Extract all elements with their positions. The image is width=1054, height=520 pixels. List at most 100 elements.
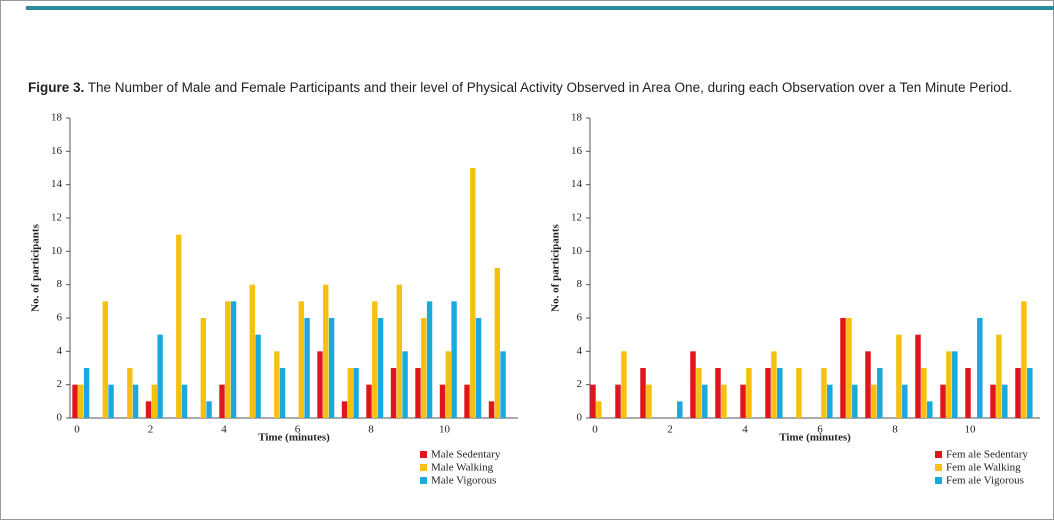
legend-swatch	[420, 477, 427, 484]
legend-label: Male Vigorous	[431, 475, 496, 487]
bar	[771, 351, 777, 418]
bar	[145, 401, 152, 418]
bar	[640, 368, 646, 418]
bar	[279, 368, 286, 418]
bar	[445, 351, 451, 418]
legend-swatch	[420, 451, 427, 458]
y-tick-label: 6	[577, 312, 583, 324]
bar	[871, 384, 877, 418]
bar	[702, 384, 708, 418]
legend-swatch	[420, 464, 427, 471]
bar	[715, 368, 721, 418]
bar	[304, 318, 310, 418]
y-tick-label: 2	[57, 378, 63, 390]
bar	[996, 334, 1002, 418]
bar	[415, 368, 421, 418]
bar	[877, 368, 883, 418]
legend-label: Fem ale Vigorous	[946, 475, 1024, 487]
x-tick-label: 4	[221, 424, 227, 436]
bar	[402, 351, 408, 418]
bar	[952, 351, 958, 418]
y-tick-label: 4	[57, 345, 63, 357]
bar	[852, 384, 858, 418]
bar	[494, 268, 500, 418]
bar	[475, 318, 482, 418]
y-tick-label: 12	[571, 212, 582, 224]
bar	[615, 384, 621, 418]
bar	[390, 368, 397, 418]
bar	[990, 384, 996, 418]
bar	[677, 401, 683, 418]
y-tick-label: 2	[577, 378, 583, 390]
bar	[396, 284, 402, 418]
x-tick-label: 2	[148, 424, 154, 436]
x-tick-label: 10	[439, 424, 451, 436]
y-tick-label: 16	[51, 145, 63, 157]
bar	[746, 368, 752, 418]
bar	[439, 384, 446, 418]
bar	[500, 351, 506, 418]
y-tick-label: 10	[51, 245, 63, 257]
bar	[421, 318, 427, 418]
y-axis-title: No. of participants	[550, 223, 562, 311]
y-tick-label: 6	[57, 312, 63, 324]
bar	[1021, 301, 1027, 418]
legend-label: Fem ale Sedentary	[946, 449, 1028, 461]
legend-swatch	[935, 464, 942, 471]
bar	[353, 368, 359, 418]
y-tick-label: 8	[577, 278, 583, 290]
bar	[151, 384, 157, 418]
bar	[83, 368, 90, 418]
bar	[200, 318, 206, 418]
bar	[219, 384, 225, 418]
x-tick-label: 0	[592, 424, 598, 436]
bar	[274, 351, 280, 418]
bar	[821, 368, 827, 418]
y-tick-label: 10	[571, 245, 583, 257]
bar	[977, 318, 983, 418]
bar	[230, 301, 237, 418]
bar	[690, 351, 696, 418]
bar	[740, 384, 746, 418]
bar	[323, 284, 329, 418]
bar	[927, 401, 933, 418]
bar	[225, 301, 231, 418]
x-tick-label: 10	[965, 424, 977, 436]
bar	[317, 351, 323, 418]
bar	[426, 301, 433, 418]
bar	[347, 368, 353, 418]
bar	[777, 368, 783, 418]
bar	[621, 351, 627, 418]
bar	[765, 368, 771, 418]
bar	[298, 301, 304, 418]
bar	[108, 384, 114, 418]
bar	[846, 318, 852, 418]
bar	[915, 334, 921, 418]
y-tick-label: 14	[51, 178, 63, 190]
bar	[176, 234, 182, 418]
bar	[157, 334, 163, 418]
bar	[596, 401, 602, 418]
bar	[646, 384, 652, 418]
x-tick-label: 4	[742, 424, 748, 436]
y-tick-label: 0	[57, 412, 63, 424]
bar	[470, 168, 476, 418]
bar	[696, 368, 702, 418]
caption-text: The Number of Male and Female Participan…	[87, 80, 1013, 95]
bar	[366, 384, 372, 418]
x-tick-label: 6	[817, 424, 823, 436]
legend-swatch	[935, 451, 942, 458]
bar	[127, 368, 133, 418]
bar	[249, 284, 255, 418]
bar	[940, 384, 946, 418]
y-tick-label: 0	[577, 412, 583, 424]
bar	[827, 384, 833, 418]
bar	[796, 368, 802, 418]
bar	[590, 384, 596, 418]
bar	[1015, 368, 1021, 418]
x-tick-label: 8	[892, 424, 898, 436]
bar	[72, 384, 78, 418]
y-tick-label: 14	[571, 178, 583, 190]
